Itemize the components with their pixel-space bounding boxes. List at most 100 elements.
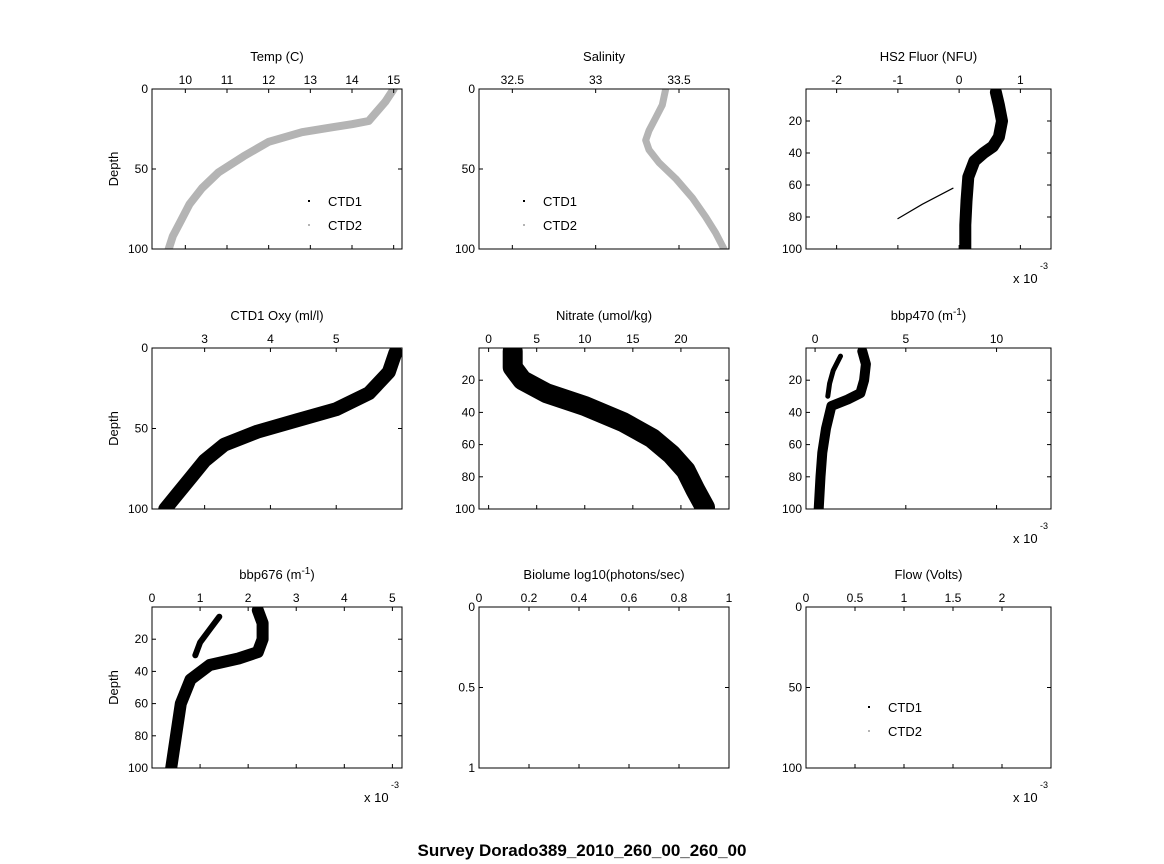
subplot-7: 0 1 2 3 4 5 20 40 60 80 100 bbp676 (m-1) Depth x 10-3 [106, 566, 402, 805]
subplot-title: Salinity [583, 49, 625, 64]
subplot-title: bbp470 (m-1) [891, 307, 966, 323]
y-tick-label: 0 [141, 82, 148, 96]
x-tick-label: 15 [626, 332, 640, 346]
x-tick-label: 1 [197, 591, 204, 605]
x-tick-label: 0 [485, 332, 492, 346]
y-tick-label: 80 [789, 210, 803, 224]
x-tick-label: 5 [533, 332, 540, 346]
y-tick-label: 40 [462, 405, 476, 419]
y-tick-label: 20 [135, 632, 149, 646]
x-tick-label: 0.8 [671, 591, 688, 605]
x-tick-label: 2 [999, 591, 1006, 605]
x-tick-label: 20 [674, 332, 688, 346]
series-line-1 [171, 610, 262, 768]
x-tick-label: 0.4 [571, 591, 588, 605]
y-tick-label: 60 [789, 438, 803, 452]
x-tick-label: 33 [589, 73, 603, 87]
y-tick-label: 100 [782, 242, 802, 256]
series-line-2 [898, 188, 953, 218]
y-tick-label: 100 [455, 242, 475, 256]
axes-frame [806, 348, 1051, 509]
axis-multiplier-exponent: -3 [1040, 521, 1048, 531]
x-tick-label: 0 [476, 591, 483, 605]
y-tick-label: 100 [455, 502, 475, 516]
x-tick-label: 0 [812, 332, 819, 346]
legend-marker [523, 224, 525, 226]
y-tick-label: 1 [468, 761, 475, 775]
y-tick-label: 0 [468, 600, 475, 614]
y-tick-label: 50 [135, 162, 149, 176]
series-line-2 [646, 89, 724, 249]
x-tick-label: 10 [578, 332, 592, 346]
y-tick-label: 60 [789, 178, 803, 192]
subplot-4: 3 4 5050100CTD1 Oxy (ml/l)Depth [106, 308, 402, 516]
legend-label: CTD1 [543, 194, 577, 209]
subplot-6: 0 5 1020406080100bbp470 (m-1)x 10-3 [782, 307, 1051, 546]
x-tick-label: 0 [956, 73, 963, 87]
subplot-title: bbp676 (m-1) [239, 566, 314, 582]
legend: CTD1 CTD2 [523, 194, 577, 233]
y-axis-label: Depth [106, 670, 121, 705]
legend: CTD1 CTD2 [868, 700, 922, 739]
y-tick-label: 100 [782, 761, 802, 775]
axes-frame [806, 89, 1051, 249]
x-tick-label: -2 [831, 73, 842, 87]
legend-label: CTD1 [328, 194, 362, 209]
subplot-title: Nitrate (umol/kg) [556, 308, 652, 323]
axes-frame [479, 89, 729, 249]
subplot-1: 10 11 12 13 14 15 0 50 100 Temp (C) Depth CTD1 CTD2 [106, 49, 402, 256]
y-tick-label: 50 [789, 681, 803, 695]
y-tick-label: 60 [462, 438, 476, 452]
x-tick-label: 10 [990, 332, 1004, 346]
x-tick-label: 3 [201, 332, 208, 346]
series-line-1 [513, 351, 705, 507]
x-tick-label: 0 [149, 591, 156, 605]
legend-marker [308, 224, 310, 226]
y-tick-label: 40 [789, 405, 803, 419]
y-tick-label: 20 [789, 114, 803, 128]
y-tick-label: 0 [795, 600, 802, 614]
subplot-3: -2 -1 0 1 20 40 60 80 100 HS2 Fluor (NFU) x 10-3 [782, 49, 1051, 286]
x-tick-label: 0 [803, 591, 810, 605]
subplot-title: CTD1 Oxy (ml/l) [230, 308, 323, 323]
y-tick-label: 100 [128, 242, 148, 256]
y-tick-label: 80 [462, 470, 476, 484]
y-tick-label: 100 [782, 502, 802, 516]
axes-frame [806, 607, 1051, 768]
y-tick-label: 50 [462, 162, 476, 176]
x-tick-label: 12 [262, 73, 276, 87]
y-tick-label: 20 [789, 373, 803, 387]
subplot-title: HS2 Fluor (NFU) [880, 49, 978, 64]
x-tick-label: 1 [726, 591, 733, 605]
subplot-title: Flow (Volts) [895, 567, 963, 582]
series-line-2 [195, 617, 219, 656]
y-tick-label: 60 [135, 697, 149, 711]
axis-multiplier-exponent: -3 [1040, 261, 1048, 271]
axis-multiplier: x 10 [1013, 790, 1038, 805]
axis-multiplier: x 10 [364, 790, 389, 805]
x-tick-label: -1 [893, 73, 904, 87]
y-tick-label: 100 [128, 502, 148, 516]
series-line-1 [819, 351, 866, 509]
x-tick-label: 5 [333, 332, 340, 346]
y-tick-label: 20 [462, 373, 476, 387]
subplot-5: 0 5 10 15 20 20 40 60 80 100 Nitrate (umol/kg) [455, 308, 729, 516]
y-tick-label: 0 [141, 341, 148, 355]
x-tick-label: 0.2 [521, 591, 538, 605]
axis-multiplier: x 10 [1013, 531, 1038, 546]
x-tick-label: 10 [179, 73, 193, 87]
legend-label: CTD2 [328, 218, 362, 233]
axes-frame [479, 607, 729, 768]
y-tick-label: 50 [135, 422, 149, 436]
x-tick-label: 1.5 [945, 591, 962, 605]
x-tick-label: 5 [902, 332, 909, 346]
axes-frame [152, 89, 402, 249]
legend-label: CTD2 [543, 218, 577, 233]
y-tick-label: 80 [135, 729, 149, 743]
y-tick-label: 40 [789, 146, 803, 160]
series-line-1 [965, 92, 1002, 249]
subplot-8: 0 0.2 0.4 0.6 0.8 1 0 0.5 1 Biolume log10(photons… [458, 567, 732, 775]
x-tick-label: 0.6 [621, 591, 638, 605]
